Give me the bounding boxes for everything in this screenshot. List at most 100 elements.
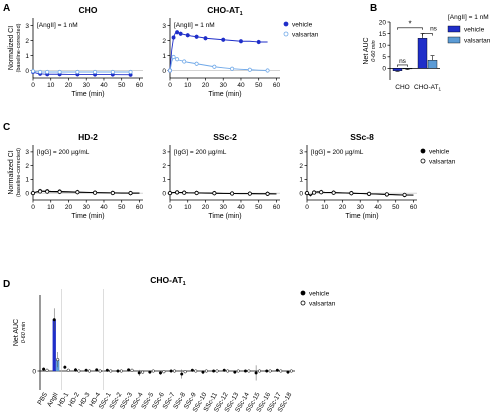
- data-point: [56, 358, 60, 362]
- panel-letter: C: [3, 122, 10, 133]
- series-valsartan: [305, 190, 414, 198]
- data-point: [256, 40, 261, 44]
- data-point: [168, 191, 172, 196]
- data-point: [175, 57, 180, 62]
- bar-vehicle: [392, 68, 403, 71]
- legend-swatch: [447, 25, 461, 33]
- annotation: [IgG] = 200 µg/mL: [311, 149, 364, 156]
- y-tick-label: 2: [299, 163, 303, 170]
- y-tick-label: 2: [25, 163, 29, 170]
- y-tick-label: 0: [162, 68, 166, 75]
- data-point: [402, 192, 407, 197]
- data-point: [265, 191, 270, 196]
- data-point: [367, 191, 372, 196]
- y-axis-sublabel: (baseline-corrected): [16, 23, 22, 72]
- x-tick-label: 40: [100, 82, 108, 89]
- y-tick-label: 0: [299, 190, 303, 197]
- data-point: [31, 69, 35, 74]
- x-tick-label: 0: [168, 204, 172, 211]
- legend-marker: [420, 158, 426, 164]
- annotation: [IgG] = 200 µg/mL: [37, 149, 90, 156]
- panel-title: HD-2: [78, 132, 98, 142]
- data-point: [63, 365, 67, 369]
- data-point: [128, 191, 133, 196]
- y-tick-label: 20: [379, 19, 387, 26]
- panel-title: CHO: [79, 5, 98, 15]
- x-axis-label: Time (min): [71, 213, 104, 220]
- y-tick-label: 2: [162, 163, 166, 170]
- legend-swatch: [447, 36, 461, 44]
- data-point: [257, 369, 262, 373]
- annotation: [IgG] = 200 µg/mL: [174, 149, 227, 156]
- y-tick-label: 3: [162, 149, 166, 156]
- data-point: [201, 370, 205, 374]
- data-point: [221, 37, 226, 42]
- data-point: [42, 367, 46, 371]
- data-point: [194, 191, 199, 195]
- panel-letter: D: [3, 279, 10, 290]
- data-point: [183, 370, 187, 374]
- data-point: [185, 33, 190, 38]
- data-point: [45, 368, 49, 372]
- data-point: [119, 369, 123, 373]
- data-point: [84, 368, 88, 372]
- x-tick-label: 30: [83, 82, 91, 89]
- data-point: [137, 371, 141, 375]
- series-line: [169, 56, 268, 71]
- x-axis-label: Time (min): [208, 213, 241, 220]
- category-label: CHO: [395, 84, 409, 91]
- y-tick-label: 2: [162, 38, 166, 45]
- data-point: [38, 189, 43, 194]
- data-point: [190, 368, 194, 372]
- x-tick-label: 50: [255, 82, 263, 89]
- data-point: [286, 370, 290, 374]
- y-tick-label: 0: [162, 190, 166, 197]
- data-point: [384, 192, 389, 197]
- data-point: [171, 35, 176, 40]
- x-axis-label: Time (min): [208, 91, 241, 98]
- x-tick-label: 20: [65, 204, 73, 211]
- panel-b: B 0 5 10 15 20 Net AUC 0-60 min CHO CHO-AT1 * ns ns […: [363, 3, 491, 92]
- y-axis-label: Net AUC: [363, 37, 370, 64]
- data-point: [212, 191, 217, 196]
- bar-vehicle: [417, 38, 428, 69]
- data-point: [130, 368, 134, 372]
- y-tick-label: 0: [25, 190, 29, 197]
- data-point: [95, 368, 99, 372]
- legend-marker: [300, 290, 306, 296]
- data-point: [289, 369, 293, 373]
- y-tick-label: 0: [32, 368, 36, 375]
- y-tick-label: 10: [379, 43, 387, 50]
- data-point: [45, 70, 50, 74]
- data-point: [215, 369, 219, 373]
- panel-letter: B: [370, 3, 377, 14]
- data-point: [87, 369, 92, 373]
- data-point: [194, 61, 199, 66]
- data-point: [194, 369, 198, 373]
- data-point: [265, 68, 270, 73]
- y-tick-label: 2: [25, 38, 29, 45]
- x-tick-label: 20: [339, 204, 347, 211]
- data-point: [73, 368, 78, 372]
- data-point: [45, 189, 50, 194]
- x-tick-label: 60: [136, 82, 144, 89]
- legend-label: valsartan: [464, 38, 491, 45]
- data-point: [182, 190, 187, 195]
- data-point: [110, 70, 115, 74]
- series-valsartan: [168, 54, 270, 73]
- data-point: [141, 370, 145, 374]
- data-point: [116, 369, 120, 373]
- data-point: [204, 369, 208, 373]
- data-point: [109, 369, 113, 373]
- data-point: [31, 191, 35, 196]
- data-point: [169, 369, 173, 373]
- annotation: [AngII] = 1 nM: [37, 22, 78, 29]
- x-axis-label: Time (min): [71, 91, 104, 98]
- annotation: [AngII] = 1 nM: [174, 22, 215, 29]
- data-point: [38, 70, 43, 74]
- data-point: [331, 190, 336, 195]
- data-point: [180, 372, 184, 376]
